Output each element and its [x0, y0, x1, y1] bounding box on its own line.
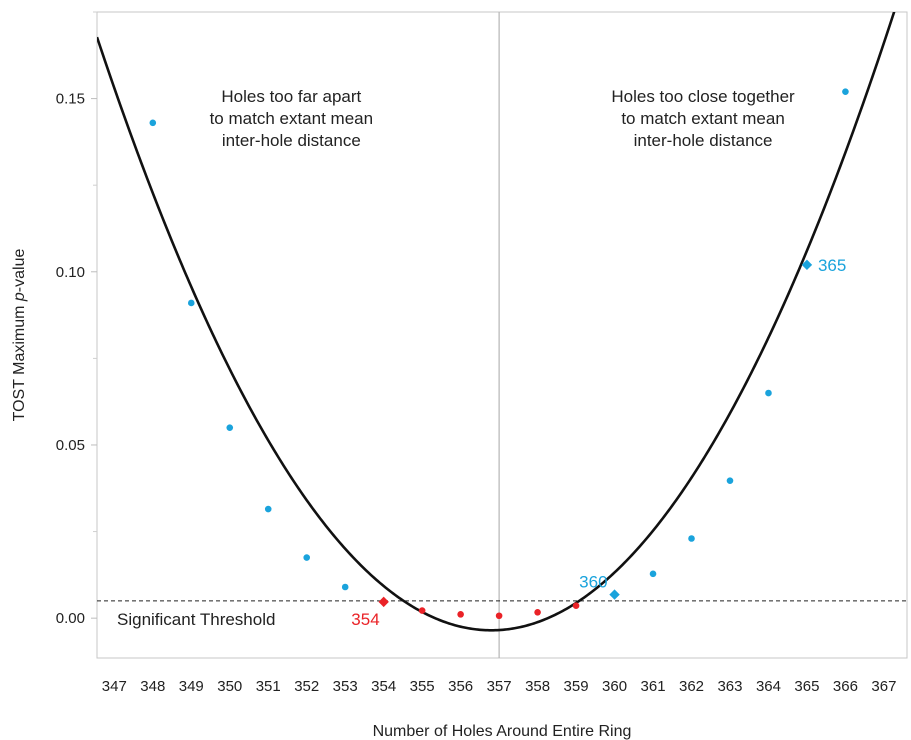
- x-tick-label: 367: [871, 678, 896, 695]
- annotation-line: to match extant mean: [210, 109, 373, 128]
- data-point: [765, 389, 772, 397]
- plot-area: [97, 12, 907, 658]
- x-tick-label: 364: [756, 678, 781, 695]
- y-tick-label: 0.05: [56, 437, 85, 454]
- x-tick-label: 357: [487, 678, 512, 695]
- annotation-line: inter-hole distance: [222, 131, 361, 150]
- x-tick-label: 361: [641, 678, 666, 695]
- plot-frame: [96, 11, 908, 659]
- region-annotation: Holes too far apart to match extant mean i…: [210, 87, 373, 150]
- data-point-label: 354: [351, 610, 379, 629]
- data-point: [418, 607, 426, 614]
- data-point: [572, 602, 580, 609]
- x-axis-title: Number of Holes Around Entire Ring: [373, 723, 632, 740]
- y-axis-title: TOST Maximum p-value: [11, 249, 28, 422]
- x-axis-ticks: 347 348 349 350 351 352 353 354 355 356 357 358 359 3…: [102, 678, 897, 695]
- x-tick-label: 356: [448, 678, 473, 695]
- x-tick-label: 349: [179, 678, 204, 695]
- data-point: [226, 424, 234, 431]
- data-point-label: 365: [818, 256, 846, 275]
- y-tick-label: 0.00: [56, 610, 85, 627]
- data-point: [726, 477, 734, 484]
- annotation-line: Holes too close together: [611, 87, 795, 106]
- chart-annotations: 354 360 365 Significant Threshold Holes too …: [117, 87, 846, 629]
- x-tick-label: 350: [217, 678, 242, 695]
- annotation-line: inter-hole distance: [634, 131, 773, 150]
- annotation-line: to match extant mean: [621, 109, 784, 128]
- region-annotation: Holes too close together to match extant …: [611, 87, 795, 150]
- highlighted-data-point: [801, 259, 813, 271]
- x-tick-label: 354: [371, 678, 396, 695]
- threshold-label: Significant Threshold: [117, 610, 275, 629]
- data-point: [264, 505, 272, 513]
- x-tick-label: 353: [333, 678, 358, 695]
- y-tick-label: 0.15: [56, 91, 85, 108]
- x-tick-label: 359: [564, 678, 589, 695]
- x-tick-label: 363: [717, 678, 742, 695]
- data-point: [842, 88, 849, 95]
- y-axis-title-italic: p: [11, 292, 28, 302]
- data-point-label: 360: [579, 573, 607, 592]
- highlighted-data-point: [609, 589, 620, 600]
- x-tick-label: 348: [140, 678, 165, 695]
- x-tick-label: 362: [679, 678, 704, 695]
- x-tick-label: 347: [102, 678, 127, 695]
- data-point: [341, 583, 349, 591]
- y-tick-label: 0.10: [56, 264, 85, 281]
- x-tick-label: 358: [525, 678, 550, 695]
- y-axis-title-prefix: TOST Maximum: [11, 301, 28, 421]
- x-tick-label: 360: [602, 678, 627, 695]
- data-point: [495, 612, 503, 620]
- x-tick-label: 366: [833, 678, 858, 695]
- fit-curve: [97, 12, 896, 632]
- data-point: [457, 611, 464, 618]
- y-axis-title-suffix: -value: [11, 249, 28, 293]
- data-point: [187, 299, 195, 307]
- x-tick-label: 352: [294, 678, 319, 695]
- x-tick-label: 355: [410, 678, 435, 695]
- annotation-line: Holes too far apart: [221, 87, 361, 106]
- data-point: [534, 608, 541, 616]
- data-point: [649, 570, 657, 578]
- x-tick-label: 365: [794, 678, 819, 695]
- highlighted-data-point: [378, 596, 389, 608]
- y-axis-ticks: 0.00 0.05 0.10 0.15: [56, 11, 97, 627]
- data-point: [688, 535, 695, 542]
- data-point: [149, 119, 157, 127]
- data-point: [303, 554, 311, 561]
- x-tick-label: 351: [256, 678, 281, 695]
